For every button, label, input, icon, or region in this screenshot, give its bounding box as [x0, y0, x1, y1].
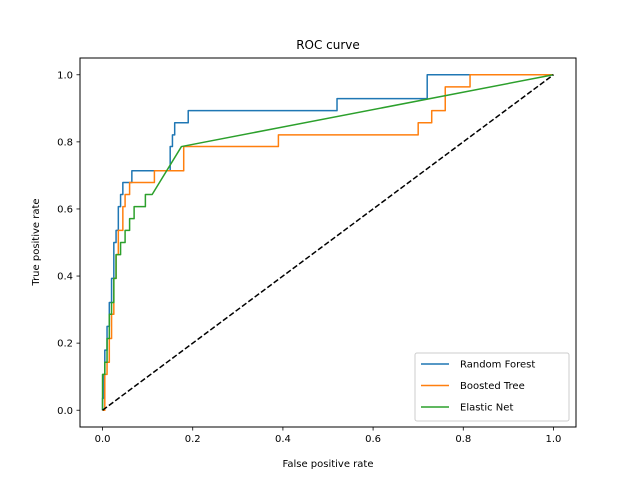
- legend-label: Random Forest: [460, 360, 535, 371]
- y-tick-label: 0.2: [57, 339, 73, 350]
- y-tick-label: 0.8: [57, 137, 73, 148]
- x-tick-label: 0.2: [185, 434, 201, 445]
- plot-frame: [79, 57, 577, 428]
- x-axis: 0.0 0.2 0.4 0.6 0.8 1.0: [95, 427, 562, 445]
- y-axis: 0.0 0.2 0.4 0.6 0.8 1.0: [57, 70, 80, 417]
- x-tick-label: 0.6: [365, 434, 381, 445]
- chart-title: ROC curve: [296, 38, 360, 52]
- legend-label: Elastic Net: [460, 403, 513, 414]
- legend-label: Boosted Tree: [460, 381, 525, 392]
- x-axis-label: False positive rate: [283, 459, 374, 470]
- series-line-elastic-net: [101, 74, 554, 411]
- x-tick-label: 1.0: [546, 434, 562, 445]
- y-tick-label: 1.0: [57, 70, 73, 81]
- x-tick-label: 0.8: [455, 434, 471, 445]
- x-tick-label: 0.0: [95, 434, 111, 445]
- y-tick-label: 0.6: [57, 205, 73, 216]
- y-tick-label: 0.4: [57, 272, 73, 283]
- x-tick-label: 0.4: [275, 434, 291, 445]
- y-tick-label: 0.0: [57, 406, 73, 417]
- legend-box: [414, 352, 570, 422]
- diagonal-reference-line: [102, 74, 554, 411]
- series-layer: [101, 74, 554, 411]
- y-axis-label: True positive rate: [31, 198, 42, 286]
- legend: Random Forest Boosted Tree Elastic Net: [414, 352, 570, 422]
